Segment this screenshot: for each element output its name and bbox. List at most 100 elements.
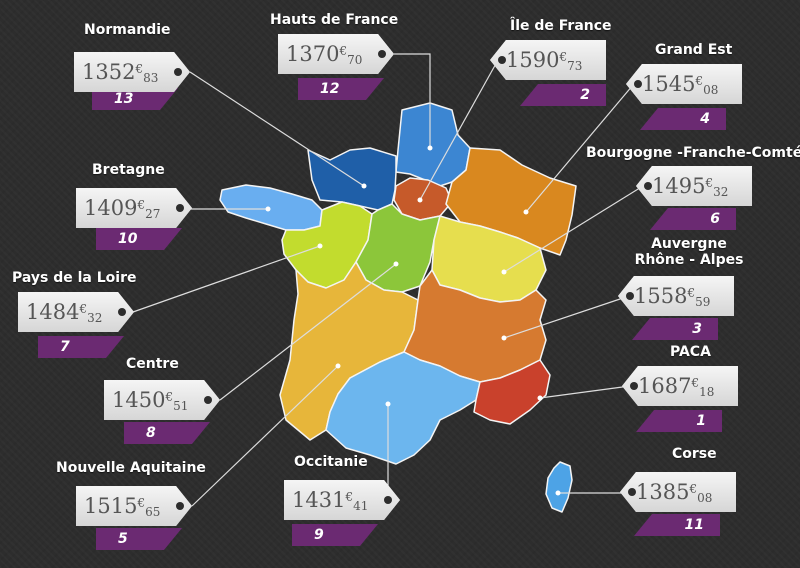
region-label-centre: Centre [126,356,179,372]
euro-sign: € [687,286,696,300]
rank-badge-occitanie: 9 [292,524,378,546]
price-euros: 1590 [506,48,560,72]
leader-line-ile-de-france [419,59,499,201]
euro-sign: € [135,62,144,76]
price-tag-grand-est: 1545€08 [626,64,742,104]
leader-line-nouvelle-aquitaine [191,365,339,507]
marker-corse [555,490,561,496]
euro-sign: € [559,50,568,64]
price-cents: 83 [143,71,159,85]
price-cents: 32 [87,311,103,325]
region-label-normandie: Normandie [84,22,171,38]
rank-badge-pays-de-la-loire: 7 [38,336,124,358]
rank-badge-corse: 11 [634,514,720,536]
leader-line-grand-est [525,84,634,213]
region-label-occitanie: Occitanie [294,454,368,470]
leader-line-hauts-de-france [394,53,431,148]
region-label-pays-de-la-loire: Pays de la Loire [12,270,137,286]
rank-badge-ile-de-france: 2 [520,84,606,106]
region-label-hauts-de-france: Hauts de France [270,12,399,28]
rank-badge-grand-est: 4 [640,108,726,130]
leader-line-paca [539,385,631,399]
rank-badge-centre: 8 [124,422,210,444]
marker-normandie [361,183,367,189]
price-euros: 1687 [638,374,692,398]
price-tag-centre: 1450€51 [104,380,220,420]
region-shape-paca[interactable] [473,359,551,425]
region-label-paca: PACA [670,344,711,360]
marker-hauts-de-france [427,145,433,151]
rank-badge-normandie: 13 [92,88,178,110]
euro-sign: € [695,74,704,88]
region-shape-bretagne[interactable] [219,184,323,231]
leader-line-centre [219,263,397,401]
region-markers [265,145,561,496]
price-tag-corse: 1385€08 [620,472,736,512]
region-shape-corse[interactable] [545,461,573,513]
price-cents: 70 [347,53,363,67]
price-euros: 1370 [286,42,340,66]
region-label-ile-de-france: Île de France [510,18,612,34]
price-cents: 08 [697,491,713,505]
marker-paca [537,395,543,401]
marker-pays-de-la-loire [317,243,323,249]
map-regions [219,102,577,513]
marker-occitanie [385,401,391,407]
euro-sign: € [79,302,88,316]
price-tag-normandie: 1352€83 [74,52,190,92]
euro-sign: € [691,376,700,390]
price-euros: 1431 [292,488,346,512]
leader-lines [132,53,644,507]
price-euros: 1484 [26,300,80,324]
region-label-corse: Corse [672,446,717,462]
rank-badge-paca: 1 [636,410,722,432]
region-shape-ile-de-france[interactable] [393,177,453,221]
price-euros: 1385 [636,480,690,504]
euro-sign: € [165,390,174,404]
marker-nouvelle-aquitaine [335,363,341,369]
price-tag-hauts-de-france: 1370€70 [278,34,394,74]
price-tag-auvergne-rhone-alpes: 1558€59 [618,276,734,316]
price-tag-occitanie: 1431€41 [284,480,400,520]
price-cents: 41 [353,499,369,513]
marker-ile-de-france [417,197,423,203]
region-label-bretagne: Bretagne [92,162,165,178]
price-euros: 1450 [112,388,166,412]
price-tag-bourgogne-franche-comte: 1495€32 [636,166,752,206]
price-tag-nouvelle-aquitaine: 1515€65 [76,486,192,526]
region-label-bourgogne-franche-comte: Bourgogne -Franche-Comté [586,145,800,161]
price-euros: 1558 [634,284,688,308]
marker-auvergne [501,335,507,341]
price-cents: 08 [703,83,719,97]
price-cents: 59 [695,295,711,309]
price-cents: 65 [145,505,161,519]
rank-badge-nouvelle-aquitaine: 5 [96,528,182,550]
euro-sign: € [345,490,354,504]
rank-badge-auvergne-rhone-alpes: 3 [632,318,718,340]
price-euros: 1352 [82,60,136,84]
euro-sign: € [705,176,714,190]
euro-sign: € [137,198,146,212]
marker-centre [393,261,399,267]
marker-bretagne [265,206,271,212]
price-tag-pays-de-la-loire: 1484€32 [18,292,134,332]
rank-badge-bourgogne-franche-comte: 6 [650,208,736,230]
leader-line-normandie [189,71,365,187]
euro-sign: € [689,482,698,496]
price-cents: 51 [173,399,189,413]
region-shape-occitanie[interactable] [325,351,481,465]
price-tag-bretagne: 1409€27 [76,188,192,228]
leader-line-auvergne [503,296,627,339]
price-cents: 73 [567,59,583,73]
price-tag-paca: 1687€18 [622,366,738,406]
leader-line-pays-de-la-loire [132,245,321,313]
region-label-grand-est: Grand Est [655,42,733,58]
price-cents: 32 [713,185,729,199]
euro-sign: € [339,44,348,58]
price-euros: 1495 [652,174,706,198]
region-shape-hauts-de-france[interactable] [395,102,471,187]
rank-badge-bretagne: 10 [96,228,182,250]
price-cents: 18 [699,385,715,399]
